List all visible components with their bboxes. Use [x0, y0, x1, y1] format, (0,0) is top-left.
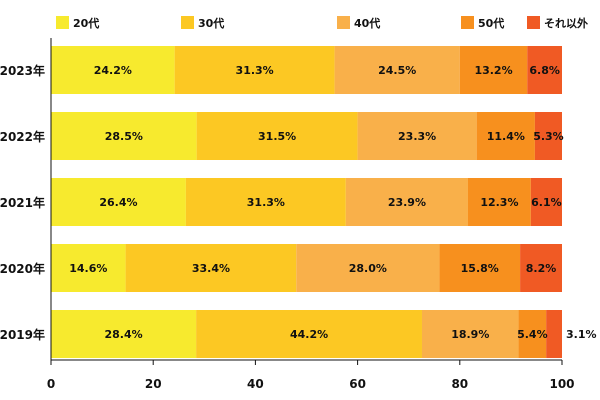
data-label-2-0: 26.4%	[99, 196, 137, 209]
data-label-3-0: 14.6%	[69, 262, 107, 275]
legend-swatch-3	[461, 16, 474, 29]
bar-segment-1-1	[196, 112, 358, 160]
legend: 20代 30代 40代 50代 それ以外	[56, 16, 588, 30]
data-label-0-2: 24.5%	[378, 64, 416, 77]
bar-segment-2-0	[51, 178, 186, 226]
bar-segment-4-1	[196, 310, 422, 358]
bar-segment-2-1	[185, 178, 346, 226]
data-label-0-4: 6.8%	[529, 64, 560, 77]
data-label-4-1: 44.2%	[290, 328, 328, 341]
x-tick-label-0: 0	[47, 377, 55, 391]
data-label-4-3: 5.4%	[517, 328, 548, 341]
x-axis: 0 20 40 60 80 100	[47, 38, 575, 391]
bar-segment-1-4	[534, 112, 562, 160]
data-label-1-0: 28.5%	[105, 130, 143, 143]
legend-label-4: それ以外	[544, 16, 588, 30]
data-label-0-0: 24.2%	[94, 64, 132, 77]
bar-segment-3-2	[296, 244, 440, 292]
bar-segment-0-0	[51, 46, 175, 94]
data-label-1-4: 5.3%	[533, 130, 564, 143]
bar-segment-3-0	[51, 244, 126, 292]
bar-segment-0-3	[459, 46, 528, 94]
x-tick-label-1: 20	[145, 377, 162, 391]
bar-segment-4-3	[518, 310, 547, 358]
bar-segment-1-2	[357, 112, 477, 160]
data-label-2-4: 6.1%	[531, 196, 562, 209]
x-tick-label-4: 80	[451, 377, 468, 391]
legend-swatch-0	[56, 16, 69, 29]
data-label-4-2: 18.9%	[451, 328, 489, 341]
data-label-3-4: 8.2%	[526, 262, 557, 275]
data-label-2-3: 12.3%	[480, 196, 518, 209]
data-label-4-0: 28.4%	[104, 328, 142, 341]
legend-label-3: 50代	[478, 16, 504, 30]
bar-segment-3-3	[439, 244, 521, 292]
data-label-3-1: 33.4%	[192, 262, 230, 275]
data-label-3-2: 28.0%	[349, 262, 387, 275]
data-label-4-4: 3.1%	[566, 328, 597, 341]
x-tick-label-5: 100	[549, 377, 574, 391]
legend-label-0: 20代	[73, 16, 99, 30]
x-tick-label-2: 40	[247, 377, 264, 391]
bar-segment-2-3	[467, 178, 531, 226]
bar-segment-4-2	[421, 310, 519, 358]
category-label-1: 2022年	[0, 129, 45, 144]
legend-swatch-1	[181, 16, 194, 29]
category-label-2: 2021年	[0, 195, 45, 210]
bar-segment-4-4	[546, 310, 562, 358]
data-label-0-3: 13.2%	[474, 64, 512, 77]
data-label-2-2: 23.9%	[388, 196, 426, 209]
bar-segment-4-0	[51, 310, 197, 358]
legend-swatch-2	[337, 16, 350, 29]
bar-segment-2-4	[530, 178, 562, 226]
data-label-2-1: 31.3%	[247, 196, 285, 209]
bar-segment-2-2	[345, 178, 468, 226]
category-label-0: 2023年	[0, 63, 45, 78]
y-axis-labels: 2023年 2022年 2021年 2020年 2019年	[0, 63, 45, 342]
bar-rows	[51, 46, 562, 358]
legend-swatch-4	[527, 16, 540, 29]
data-label-1-2: 23.3%	[398, 130, 436, 143]
bar-segment-0-2	[334, 46, 460, 94]
data-label-3-3: 15.8%	[461, 262, 499, 275]
data-label-1-1: 31.5%	[258, 130, 296, 143]
bar-segment-3-4	[520, 244, 562, 292]
data-label-0-1: 31.3%	[236, 64, 274, 77]
bar-segment-1-0	[51, 112, 197, 160]
bar-segment-0-4	[527, 46, 562, 94]
category-label-3: 2020年	[0, 261, 45, 276]
category-label-4: 2019年	[0, 327, 45, 342]
bar-segment-1-3	[476, 112, 535, 160]
data-labels: 24.2% 31.3% 24.5% 13.2% 6.8% 28.5% 31.5% 23.3% 1…	[69, 64, 596, 341]
legend-label-1: 30代	[198, 16, 224, 30]
data-label-1-3: 11.4%	[487, 130, 525, 143]
bar-segment-0-1	[174, 46, 335, 94]
bar-segment-3-1	[125, 244, 297, 292]
legend-label-2: 40代	[354, 16, 380, 30]
x-tick-label-3: 60	[349, 377, 366, 391]
